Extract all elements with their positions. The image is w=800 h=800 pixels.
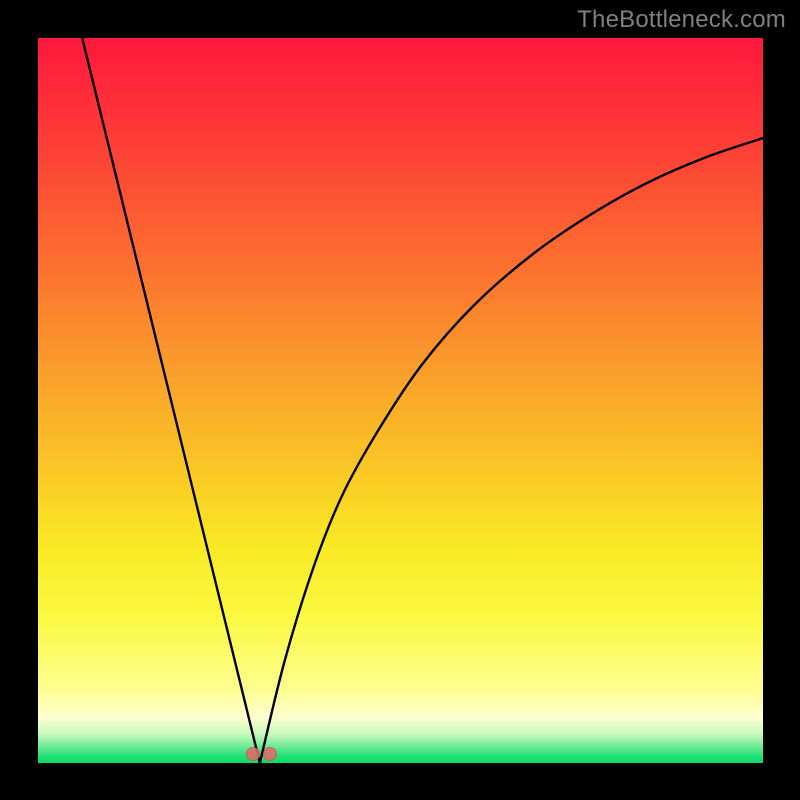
chart-marker	[263, 747, 277, 761]
chart-markers-layer	[38, 38, 763, 763]
chart-marker	[246, 747, 260, 761]
chart-plot-area	[38, 38, 763, 763]
watermark-text: TheBottleneck.com	[577, 6, 786, 34]
